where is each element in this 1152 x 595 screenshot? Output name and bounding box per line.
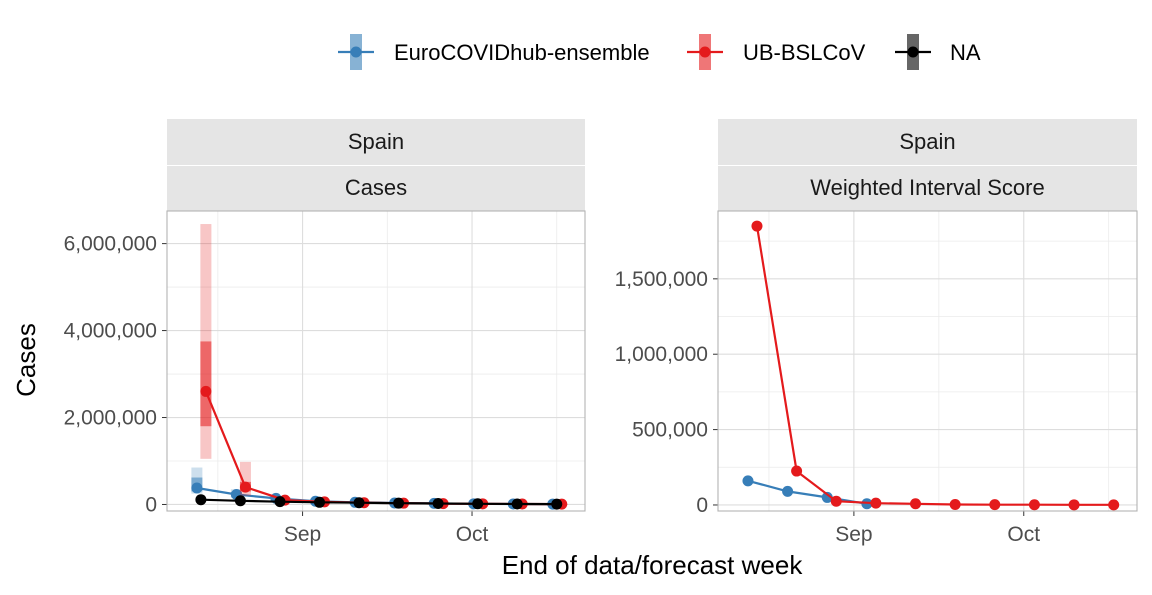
data-point	[870, 497, 882, 509]
legend-item-ub-bslcov: UB-BSLCoV	[687, 34, 866, 70]
y-tick-label: 1,500,000	[615, 268, 708, 291]
legend-item-ensemble: EuroCOVIDhub-ensemble	[338, 34, 650, 70]
series-line	[755, 225, 1114, 506]
data-point	[821, 491, 833, 503]
data-point	[353, 497, 365, 509]
legend-item-na: NA	[895, 34, 981, 70]
legend-label: UB-BSLCoV	[743, 40, 866, 65]
data-point	[910, 498, 922, 510]
x-axis-title: End of data/forecast week	[502, 550, 804, 580]
legend-key-point	[907, 46, 919, 58]
data-point	[989, 499, 1001, 511]
series-eurocovidhub-ensemble	[742, 475, 873, 510]
legend-key-point	[350, 46, 362, 58]
y-tick-label: 2,000,000	[64, 407, 157, 430]
data-point	[791, 465, 803, 477]
x-tick-label: Oct	[1007, 523, 1040, 546]
panel-cases: Spain Cases 0 2,000,000 4,000,000 6,000,000 Se…	[64, 119, 586, 546]
interval-90	[239, 461, 251, 496]
legend-label: NA	[950, 40, 981, 65]
legend-key-point	[699, 46, 711, 58]
x-tick-label: Sep	[835, 523, 872, 546]
data-point	[432, 498, 444, 510]
data-point	[949, 499, 961, 511]
data-point	[782, 485, 794, 497]
interval-50	[200, 341, 212, 427]
facet-strip-metric-label: Cases	[345, 175, 407, 200]
legend-label: EuroCOVIDhub-ensemble	[394, 40, 650, 65]
y-tick-label: 500,000	[632, 419, 708, 442]
x-tick-label: Oct	[456, 523, 489, 546]
facet-strip-metric	[718, 166, 1137, 211]
facet-strip-metric	[167, 166, 585, 211]
data-point	[200, 385, 212, 397]
facet-strip-metric-label: Weighted Interval Score	[810, 175, 1044, 200]
y-tick-label: 4,000,000	[64, 320, 157, 343]
y-tick-label: 1,000,000	[615, 343, 708, 366]
series-ub-bslcov	[751, 220, 1120, 511]
legend: EuroCOVIDhub-ensemble UB-BSLCoV NA	[338, 34, 981, 70]
y-axis-title: Cases	[11, 323, 41, 397]
data-point	[551, 498, 563, 510]
data-point	[742, 475, 754, 487]
facet-strip-country-label: Spain	[348, 129, 404, 154]
facet-strip-country	[167, 119, 585, 165]
facet-strip-country-label: Spain	[899, 129, 955, 154]
series-line	[200, 498, 557, 506]
data-point	[472, 498, 484, 510]
data-point	[1028, 499, 1040, 511]
series-na	[195, 494, 563, 510]
data-point	[1108, 499, 1120, 511]
panel-border	[717, 210, 1138, 512]
facet-strip-country	[718, 119, 1137, 165]
data-point	[393, 497, 405, 509]
series-line	[747, 479, 868, 505]
plot-background	[167, 211, 585, 511]
data-point	[1068, 499, 1080, 511]
data-point	[314, 496, 326, 508]
data-point	[191, 482, 203, 494]
data-point	[195, 494, 207, 506]
data-point	[274, 496, 286, 508]
data-point	[234, 495, 246, 507]
panel-wis: Spain Weighted Interval Score 0 500,000 1,00…	[615, 119, 1138, 546]
data-point	[511, 498, 523, 510]
y-tick-label: 6,000,000	[64, 233, 157, 256]
plot-background	[718, 211, 1137, 511]
data-point	[239, 481, 251, 493]
data-point	[830, 495, 842, 507]
data-point	[751, 220, 763, 232]
y-tick-label: 0	[696, 494, 708, 517]
panel-border	[166, 210, 586, 512]
x-tick-label: Sep	[284, 523, 321, 546]
y-tick-label: 0	[145, 493, 157, 516]
